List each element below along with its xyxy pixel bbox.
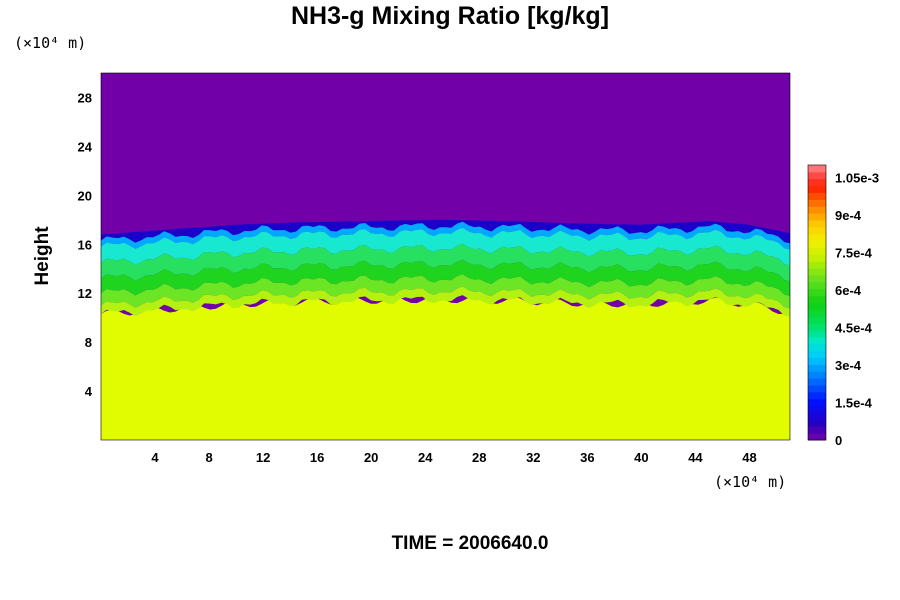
- field-layer-3: [101, 243, 790, 282]
- field-layers: [101, 219, 790, 440]
- y-unit-label: (×10⁴ m): [14, 34, 87, 52]
- x-tick-label: 36: [580, 450, 594, 465]
- colorbar-segment: [808, 171, 826, 180]
- x-tick-label: 16: [310, 450, 324, 465]
- colorbar-segment: [808, 220, 826, 228]
- y-tick-label: 20: [78, 188, 92, 203]
- plot-frame: [100, 72, 791, 441]
- x-tick-label: 8: [205, 450, 212, 465]
- colorbar-segment: [808, 247, 826, 255]
- x-tick-label: 40: [634, 450, 648, 465]
- colorbar-segment: [808, 281, 826, 290]
- x-tick-label: 48: [742, 450, 756, 465]
- colorbar-segment: [808, 192, 826, 200]
- colorbar-tick-label: 1.05e-3: [835, 171, 879, 186]
- field-layer-4: [101, 259, 790, 296]
- colorbar-segment: [808, 302, 826, 310]
- x-tick-label: 32: [526, 450, 540, 465]
- lower-region-uniform: [101, 295, 790, 440]
- colorbar-segment: [808, 309, 826, 317]
- colorbar-tick-label: 6e-4: [835, 283, 862, 298]
- colorbar-segment: [808, 405, 826, 413]
- colorbar-segment: [808, 165, 826, 173]
- field-layer-1: [101, 221, 790, 250]
- x-unit-label: (×10⁴ m): [714, 473, 787, 491]
- colorbar-segment: [808, 336, 826, 345]
- colorbar-segment: [808, 426, 826, 434]
- colorbar-segment: [808, 206, 826, 214]
- colorbar-segment: [808, 398, 826, 407]
- time-label: TIME = 2006640.0: [391, 533, 549, 554]
- colorbar-tick-label: 4.5e-4: [835, 321, 873, 336]
- y-tick-label: 8: [85, 335, 92, 350]
- colorbar-segment: [808, 323, 826, 331]
- colorbar-segment: [808, 343, 826, 352]
- y-tick-label: 4: [85, 384, 93, 399]
- field-layer-5: [101, 274, 790, 309]
- colorbar-segment: [808, 378, 826, 386]
- colorbar-segment: [808, 213, 826, 221]
- y-tick-label: 16: [78, 237, 92, 252]
- colorbar-segment: [808, 391, 826, 400]
- colorbar-segment: [808, 268, 826, 276]
- colorbar-segment: [808, 412, 826, 420]
- colorbar-segment: [808, 240, 826, 248]
- colorbar-segment: [808, 261, 826, 269]
- colorbar-segment: [808, 350, 826, 358]
- x-tick-label: 28: [472, 450, 486, 465]
- colorbar-segment: [808, 275, 826, 283]
- x-tick-label: 24: [418, 450, 433, 465]
- colorbar-segment: [808, 288, 826, 297]
- field-layer-6: [101, 286, 790, 317]
- colorbar-segment: [808, 178, 826, 187]
- y-tick-label: 24: [78, 139, 93, 154]
- colorbar-segment: [808, 226, 826, 235]
- y-tick-label: 28: [78, 90, 92, 105]
- colorbar-segment: [808, 185, 826, 193]
- colorbar-frame: [807, 164, 827, 441]
- colorbar-tick-label: 0: [835, 433, 842, 448]
- colorbar-tick-label: 1.5e-4: [835, 396, 873, 411]
- field-layer-0: [101, 219, 790, 244]
- colorbar-segment: [808, 199, 826, 207]
- colorbar-segment: [808, 433, 826, 441]
- colorbar-segment: [808, 330, 826, 338]
- colorbar-segment: [808, 316, 826, 324]
- x-tick-label: 12: [256, 450, 270, 465]
- colorbar-segment: [808, 254, 826, 262]
- field-layer-2: [101, 227, 790, 266]
- colorbar-tick-label: 3e-4: [835, 358, 862, 373]
- x-tick-label: 4: [151, 450, 159, 465]
- colorbar-segment: [808, 364, 826, 372]
- colorbar-segment: [808, 233, 826, 242]
- colorbar-segment: [808, 295, 826, 303]
- colorbar-segment: [808, 419, 826, 427]
- colorbar-segment: [808, 357, 826, 365]
- y-tick-label: 12: [78, 286, 92, 301]
- colorbar-tick-label: 7.5e-4: [835, 246, 873, 261]
- x-tick-label: 20: [364, 450, 378, 465]
- colorbar-tick-label: 9e-4: [835, 208, 862, 223]
- chart-title: NH3-g Mixing Ratio [kg/kg]: [290, 2, 610, 30]
- colorbar-segment: [808, 371, 826, 379]
- colorbar-segment: [808, 385, 826, 393]
- x-tick-label: 44: [688, 450, 703, 465]
